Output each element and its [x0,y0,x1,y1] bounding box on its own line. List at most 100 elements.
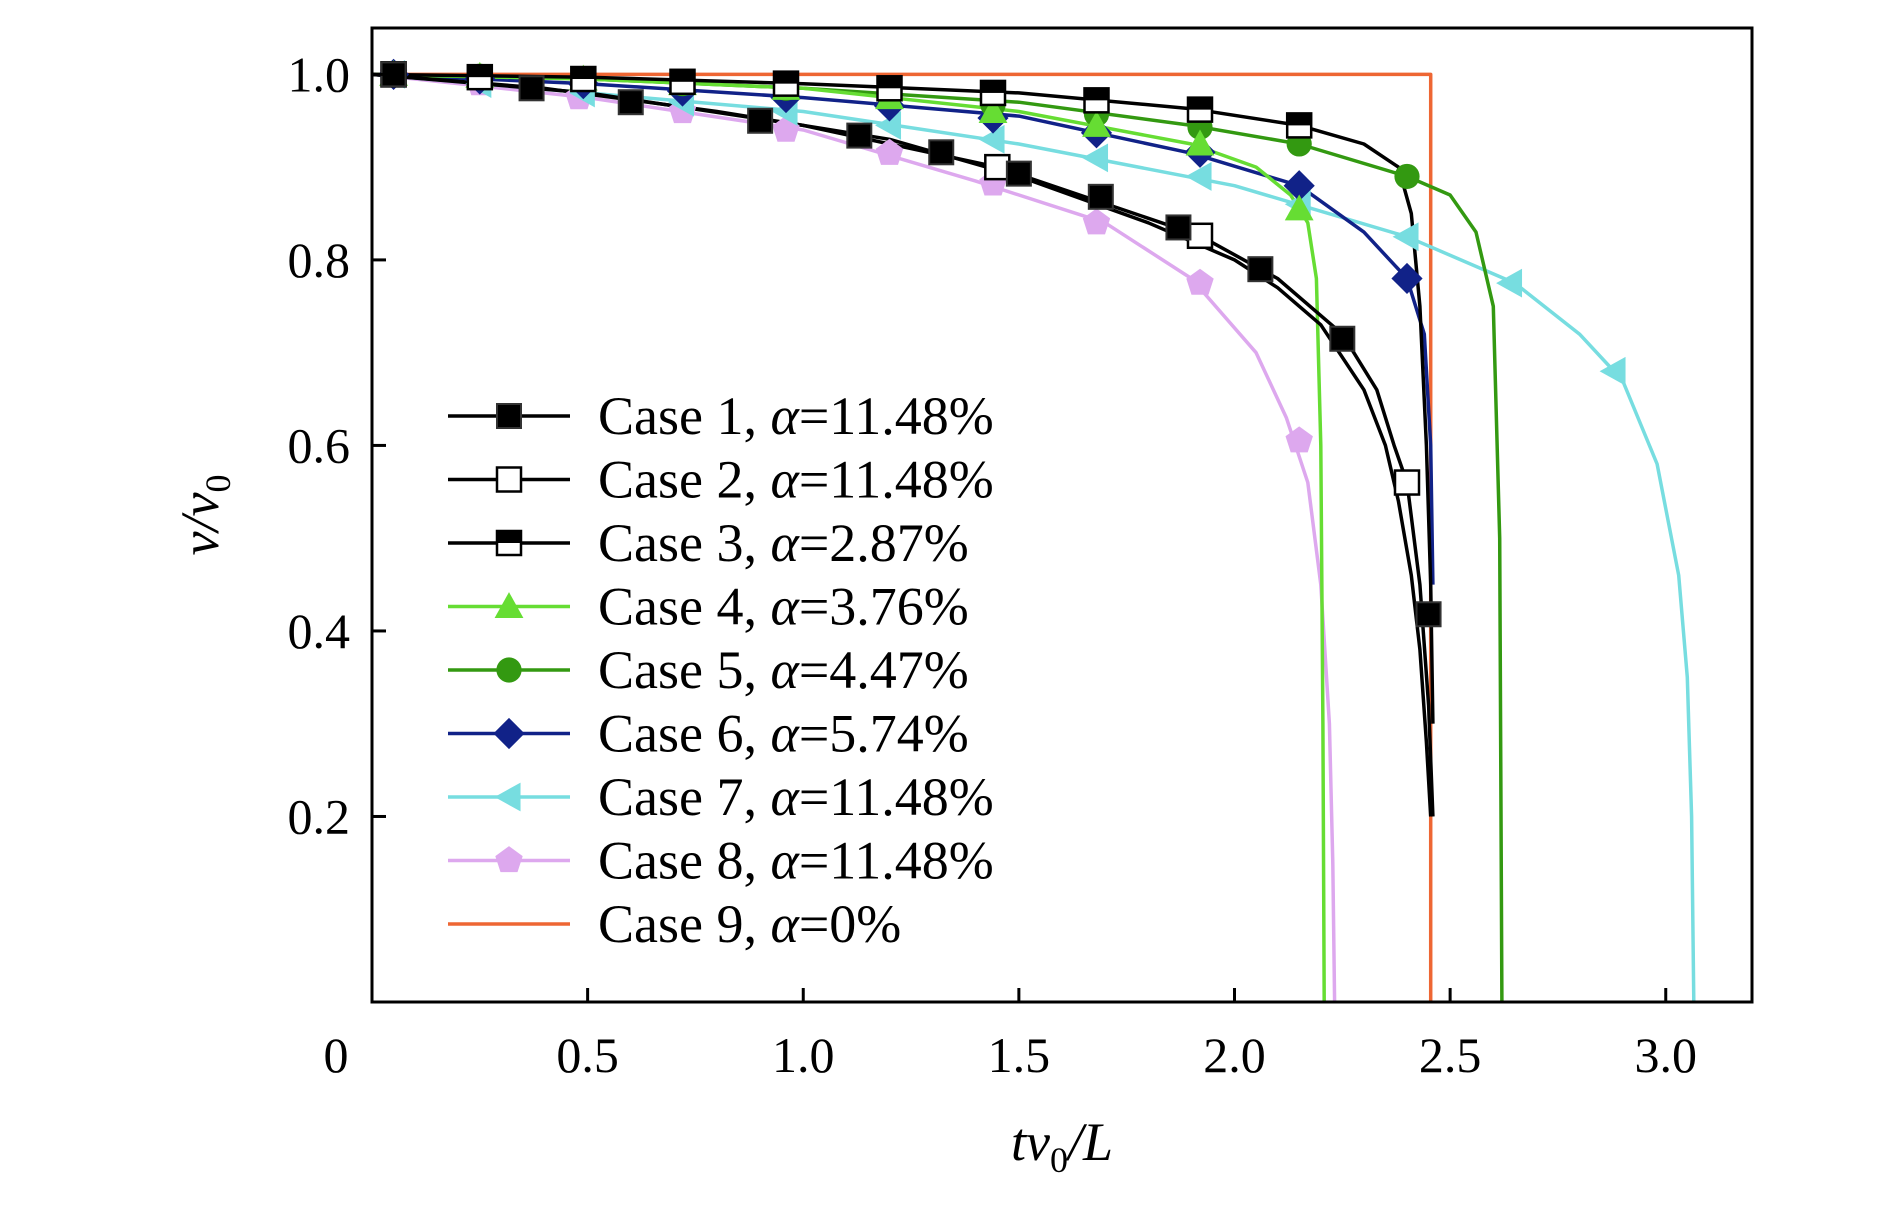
legend-item: Case 4, α=3.76% [448,577,969,637]
x-tick-label: 1.0 [772,1027,835,1083]
legend-item: Case 8, α=11.48% [448,831,994,891]
x-tick-label: 0.5 [556,1027,619,1083]
legend-swatch-marker [496,657,522,683]
series-3-point [1083,87,1110,114]
series-1-point [846,122,873,149]
series-5-point [1394,163,1420,190]
legend-label-value: =11.48% [799,831,994,891]
legend-label-alpha: α [770,704,800,764]
legend-label-case: Case 6, [598,704,770,764]
series-7-point [875,111,902,140]
series-8-line [372,72,1337,1002]
legend-label-value: =3.76% [799,577,969,637]
series-3-point [876,75,903,102]
legend-swatch-marker [495,846,523,873]
series-4-point [1082,111,1111,137]
x-tick-label: 2.5 [1419,1027,1482,1083]
y-axis-label: v/v0 [170,475,238,556]
legend-label-case: Case 5, [598,640,770,700]
legend-label-case: Case 4, [598,577,770,637]
series-8-point [1082,208,1111,235]
legend-label-value: =5.74% [799,704,969,764]
legend-label: Case 9, α=0% [598,894,901,954]
series-1-point [518,75,545,102]
legend-item: Case 7, α=11.48% [448,767,994,827]
legend-swatch-marker [493,717,525,750]
legend-label-alpha: α [770,831,800,891]
series-4-point [1185,129,1215,156]
legend-swatch-marker [495,529,523,557]
series-8-point [875,138,904,165]
series-3-point [979,79,1007,107]
legend-label-value: =11.48% [799,450,994,510]
y-tick-label: 0.6 [288,417,351,473]
series-1-point [1247,256,1274,283]
series-4-point [1284,194,1314,221]
legend-label-value: =4.47% [799,640,969,700]
legend-item: Case 9, α=0% [448,894,901,954]
tick-layer: 0.5 1.0 1.5 2.0 2.5 3.0 0.2 0.4 0.6 0.8 1.0 [288,46,1698,1083]
legend-label-alpha: α [770,894,800,954]
series-2-point [1393,469,1421,496]
legend-swatch-marker [496,403,522,429]
legend: Case 1, α=11.48%Case 2, α=11.48%Case 3, … [448,386,994,954]
y-tick-label: 0.8 [288,232,351,288]
series-4-point [978,97,1008,124]
legend-label-value: =0% [799,894,901,954]
x-axis-label-tail: /L [1065,1112,1113,1172]
x-axis-label-main: tv [1011,1112,1050,1172]
legend-label-case: Case 9, [598,894,770,954]
y-tick-label: 0.4 [288,603,351,659]
legend-swatch-marker [494,782,521,812]
series-7-point [1392,222,1419,252]
legend-item: Case 5, α=4.47% [448,640,969,700]
legend-label-alpha: α [770,450,800,510]
series-6-point [1391,262,1423,295]
series-3-point [669,68,696,96]
series-1-point [1165,214,1192,241]
series-1-point [928,139,955,166]
x-axis-label: tv0/L [1011,1112,1113,1180]
legend-label-case: Case 1, [598,386,770,446]
series-7-point [1599,356,1626,386]
legend-swatch-marker [494,592,524,619]
series-1-point [1087,183,1114,210]
series-8-point [1285,426,1313,453]
series-2-point [984,153,1011,181]
x-tick-label: 1.5 [988,1027,1051,1083]
legend-label: Case 3, α=2.87% [598,513,969,573]
legend-label-alpha: α [770,640,800,700]
legend-label-alpha: α [770,513,800,573]
series-7-line [372,72,1696,1002]
y-axis-label-sub: 0 [198,475,238,493]
series-8-point [1186,268,1214,295]
series-3-point [570,65,597,93]
marker-layer [377,58,1626,628]
legend-label-value: =2.87% [799,513,969,573]
plot-frame [370,26,1754,1004]
legend-label: Case 1, α=11.48% [598,386,994,446]
series-1-point [1005,160,1032,187]
series-1-point [617,89,644,116]
legend-item: Case 2, α=11.48% [448,450,994,510]
series-layer [372,72,1696,1002]
legend-label-alpha: α [770,577,800,637]
series-7-point [978,124,1005,154]
legend-label: Case 4, α=3.76% [598,577,969,637]
y-tick-label: 1.0 [288,46,351,102]
legend-label: Case 7, α=11.48% [598,767,994,827]
legend-label-case: Case 7, [598,767,770,827]
x-tick-label: 2.0 [1203,1027,1266,1083]
legend-label-alpha: α [770,767,800,827]
legend-item: Case 3, α=2.87% [448,513,969,573]
legend-label: Case 2, α=11.48% [598,450,994,510]
series-1-point [1329,325,1356,352]
series-4-line [372,72,1326,1002]
x-tick-label: 3.0 [1635,1027,1698,1083]
series-7-point [1185,162,1212,191]
series-6-point [1283,170,1315,202]
legend-swatch-marker [495,466,523,493]
legend-label: Case 8, α=11.48% [598,831,994,891]
legend-label-case: Case 3, [598,513,770,573]
